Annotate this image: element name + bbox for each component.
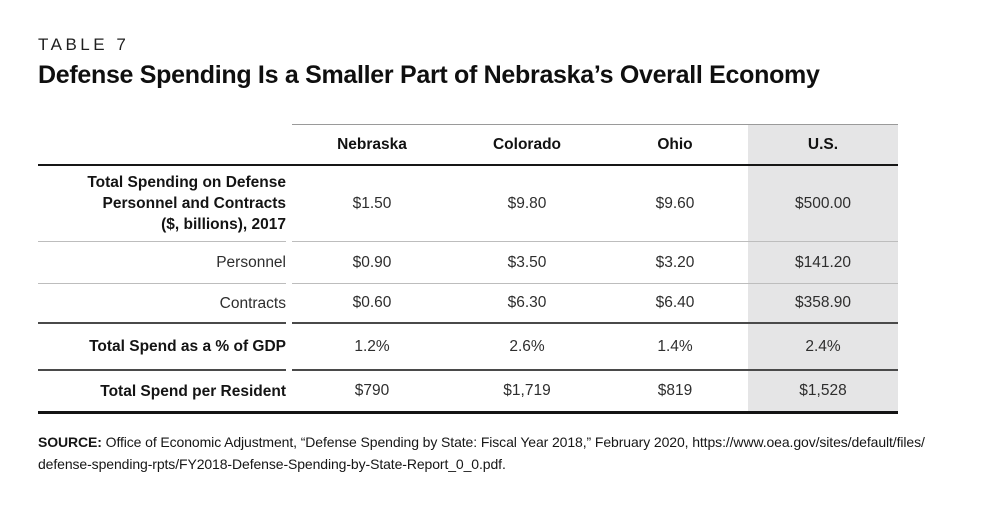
row-label: Personnel	[38, 242, 286, 284]
report-page: TABLE 7 Defense Spending Is a Smaller Pa…	[38, 35, 960, 475]
cell-us: $500.00	[748, 166, 898, 242]
row-label: Total Spend per Resident	[38, 371, 286, 414]
cell-ohio: $6.40	[602, 284, 748, 324]
row-label-line: Personnel and Contracts	[102, 195, 286, 212]
row-label: Total Spend as a % of GDP	[38, 324, 286, 371]
column-header-us: U.S.	[748, 124, 898, 166]
table-row-per-resident: Total Spend per Resident $790 $1,719 $81…	[38, 371, 898, 414]
table-row-personnel: Personnel $0.90 $3.50 $3.20 $141.20	[38, 242, 898, 284]
row-label: Total Spending on Defense Personnel and …	[38, 166, 286, 242]
cell-nebraska: $1.50	[292, 166, 452, 242]
cell-colorado: $3.50	[452, 242, 602, 284]
table-row-contracts: Contracts $0.60 $6.30 $6.40 $358.90	[38, 284, 898, 324]
cell-nebraska: $790	[292, 371, 452, 414]
cell-us: $141.20	[748, 242, 898, 284]
row-label-line: Total Spending on Defense	[87, 174, 286, 191]
cell-nebraska: $0.60	[292, 284, 452, 324]
cell-us: $358.90	[748, 284, 898, 324]
cell-us: 2.4%	[748, 324, 898, 371]
cell-nebraska: $0.90	[292, 242, 452, 284]
row-label-column-header	[38, 124, 286, 166]
cell-us: $1,528	[748, 371, 898, 414]
cell-ohio: $9.60	[602, 166, 748, 242]
column-header-nebraska: Nebraska	[292, 124, 452, 166]
cell-colorado: $6.30	[452, 284, 602, 324]
cell-colorado: $1,719	[452, 371, 602, 414]
source-label: SOURCE:	[38, 434, 102, 450]
cell-ohio: $819	[602, 371, 748, 414]
source-note: SOURCE: Office of Economic Adjustment, “…	[38, 431, 960, 475]
column-header-colorado: Colorado	[452, 124, 602, 166]
cell-ohio: 1.4%	[602, 324, 748, 371]
cell-nebraska: 1.2%	[292, 324, 452, 371]
table-number-kicker: TABLE 7	[38, 35, 130, 54]
cell-ohio: $3.20	[602, 242, 748, 284]
cell-colorado: $9.80	[452, 166, 602, 242]
table-row-total-spending: Total Spending on Defense Personnel and …	[38, 166, 898, 242]
table-title: Defense Spending Is a Smaller Part of Ne…	[38, 61, 820, 89]
cell-colorado: 2.6%	[452, 324, 602, 371]
row-label-line: ($, billions), 2017	[161, 216, 286, 233]
source-text-line: defense-spending-rpts/FY2018-Defense-Spe…	[38, 456, 506, 472]
spacer-cell	[286, 371, 292, 414]
column-header-ohio: Ohio	[602, 124, 748, 166]
defense-spending-table: Nebraska Colorado Ohio U.S. Total Spendi…	[38, 124, 898, 414]
source-text-line: Office of Economic Adjustment, “Defense …	[105, 434, 925, 450]
column-header-row: Nebraska Colorado Ohio U.S.	[38, 124, 898, 166]
spacer-cell	[286, 124, 292, 166]
table-row-percent-gdp: Total Spend as a % of GDP 1.2% 2.6% 1.4%…	[38, 324, 898, 371]
row-label: Contracts	[38, 284, 286, 324]
